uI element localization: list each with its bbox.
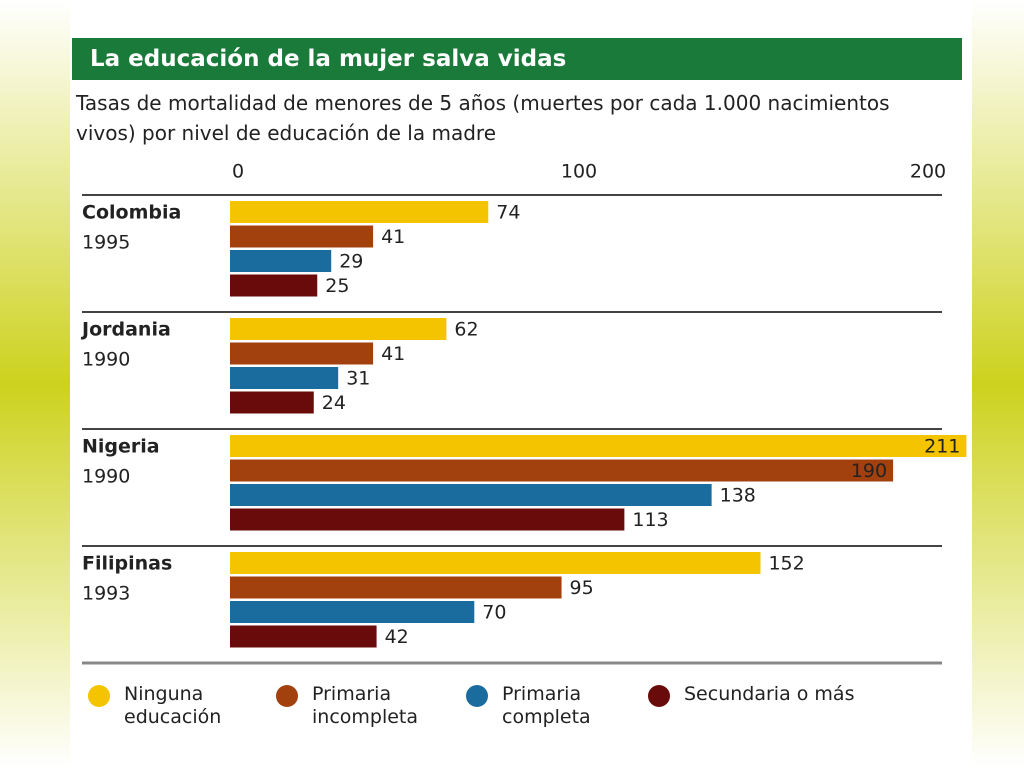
category-label: Nigeria — [82, 436, 160, 458]
value-label: 190 — [851, 460, 887, 482]
x-tick-label: 0 — [232, 161, 244, 183]
value-label: 113 — [632, 509, 668, 531]
value-label: 62 — [454, 319, 478, 341]
category-label: Jordania — [80, 319, 171, 341]
bar — [230, 225, 374, 248]
x-tick-label: 200 — [910, 161, 946, 183]
value-label: 95 — [570, 577, 594, 599]
legend-label: Primaria completa — [502, 683, 591, 728]
value-label: 41 — [381, 343, 405, 365]
chart-title: La educación de la mujer salva vidas — [72, 38, 962, 80]
x-tick-label: 100 — [561, 161, 597, 183]
value-label: 41 — [381, 226, 405, 248]
legend-label: Primaria incompleta — [312, 683, 419, 728]
legend-label: Ninguna educación — [124, 683, 222, 728]
value-label: 211 — [924, 436, 960, 458]
bar — [230, 552, 761, 574]
bar — [230, 601, 475, 623]
value-label: 24 — [322, 392, 346, 414]
bar — [230, 250, 332, 272]
bar — [230, 274, 318, 297]
value-label: 42 — [385, 626, 409, 648]
value-label: 152 — [768, 553, 804, 575]
value-label: 74 — [496, 202, 520, 224]
category-label: Colombia — [82, 202, 181, 224]
value-label: 138 — [720, 485, 756, 507]
legend-marker — [466, 685, 488, 707]
value-label: 31 — [346, 368, 370, 390]
category-year: 1990 — [82, 466, 130, 488]
value-label: 29 — [339, 251, 363, 273]
category-year: 1990 — [82, 349, 130, 371]
category-label: Filipinas — [82, 553, 172, 575]
category-year: 1995 — [82, 232, 130, 254]
legend-marker — [276, 685, 298, 707]
bar — [230, 435, 967, 457]
chart-subtitle: Tasas de mortalidad de menores de 5 años… — [76, 91, 890, 145]
legend-marker — [648, 685, 670, 707]
panel — [70, 0, 972, 768]
legend-marker — [88, 685, 110, 707]
bar — [230, 318, 447, 340]
bar — [230, 625, 377, 648]
bar — [230, 508, 625, 531]
bar — [230, 367, 339, 389]
category-year: 1993 — [82, 583, 130, 605]
value-label: 70 — [482, 602, 506, 624]
bar — [230, 484, 712, 506]
bar — [230, 342, 374, 365]
bar — [230, 576, 562, 599]
legend-label: Secundaria o más — [684, 683, 855, 705]
value-label: 25 — [325, 275, 349, 297]
bar — [230, 459, 894, 482]
bar — [230, 391, 314, 414]
bar — [230, 201, 489, 223]
